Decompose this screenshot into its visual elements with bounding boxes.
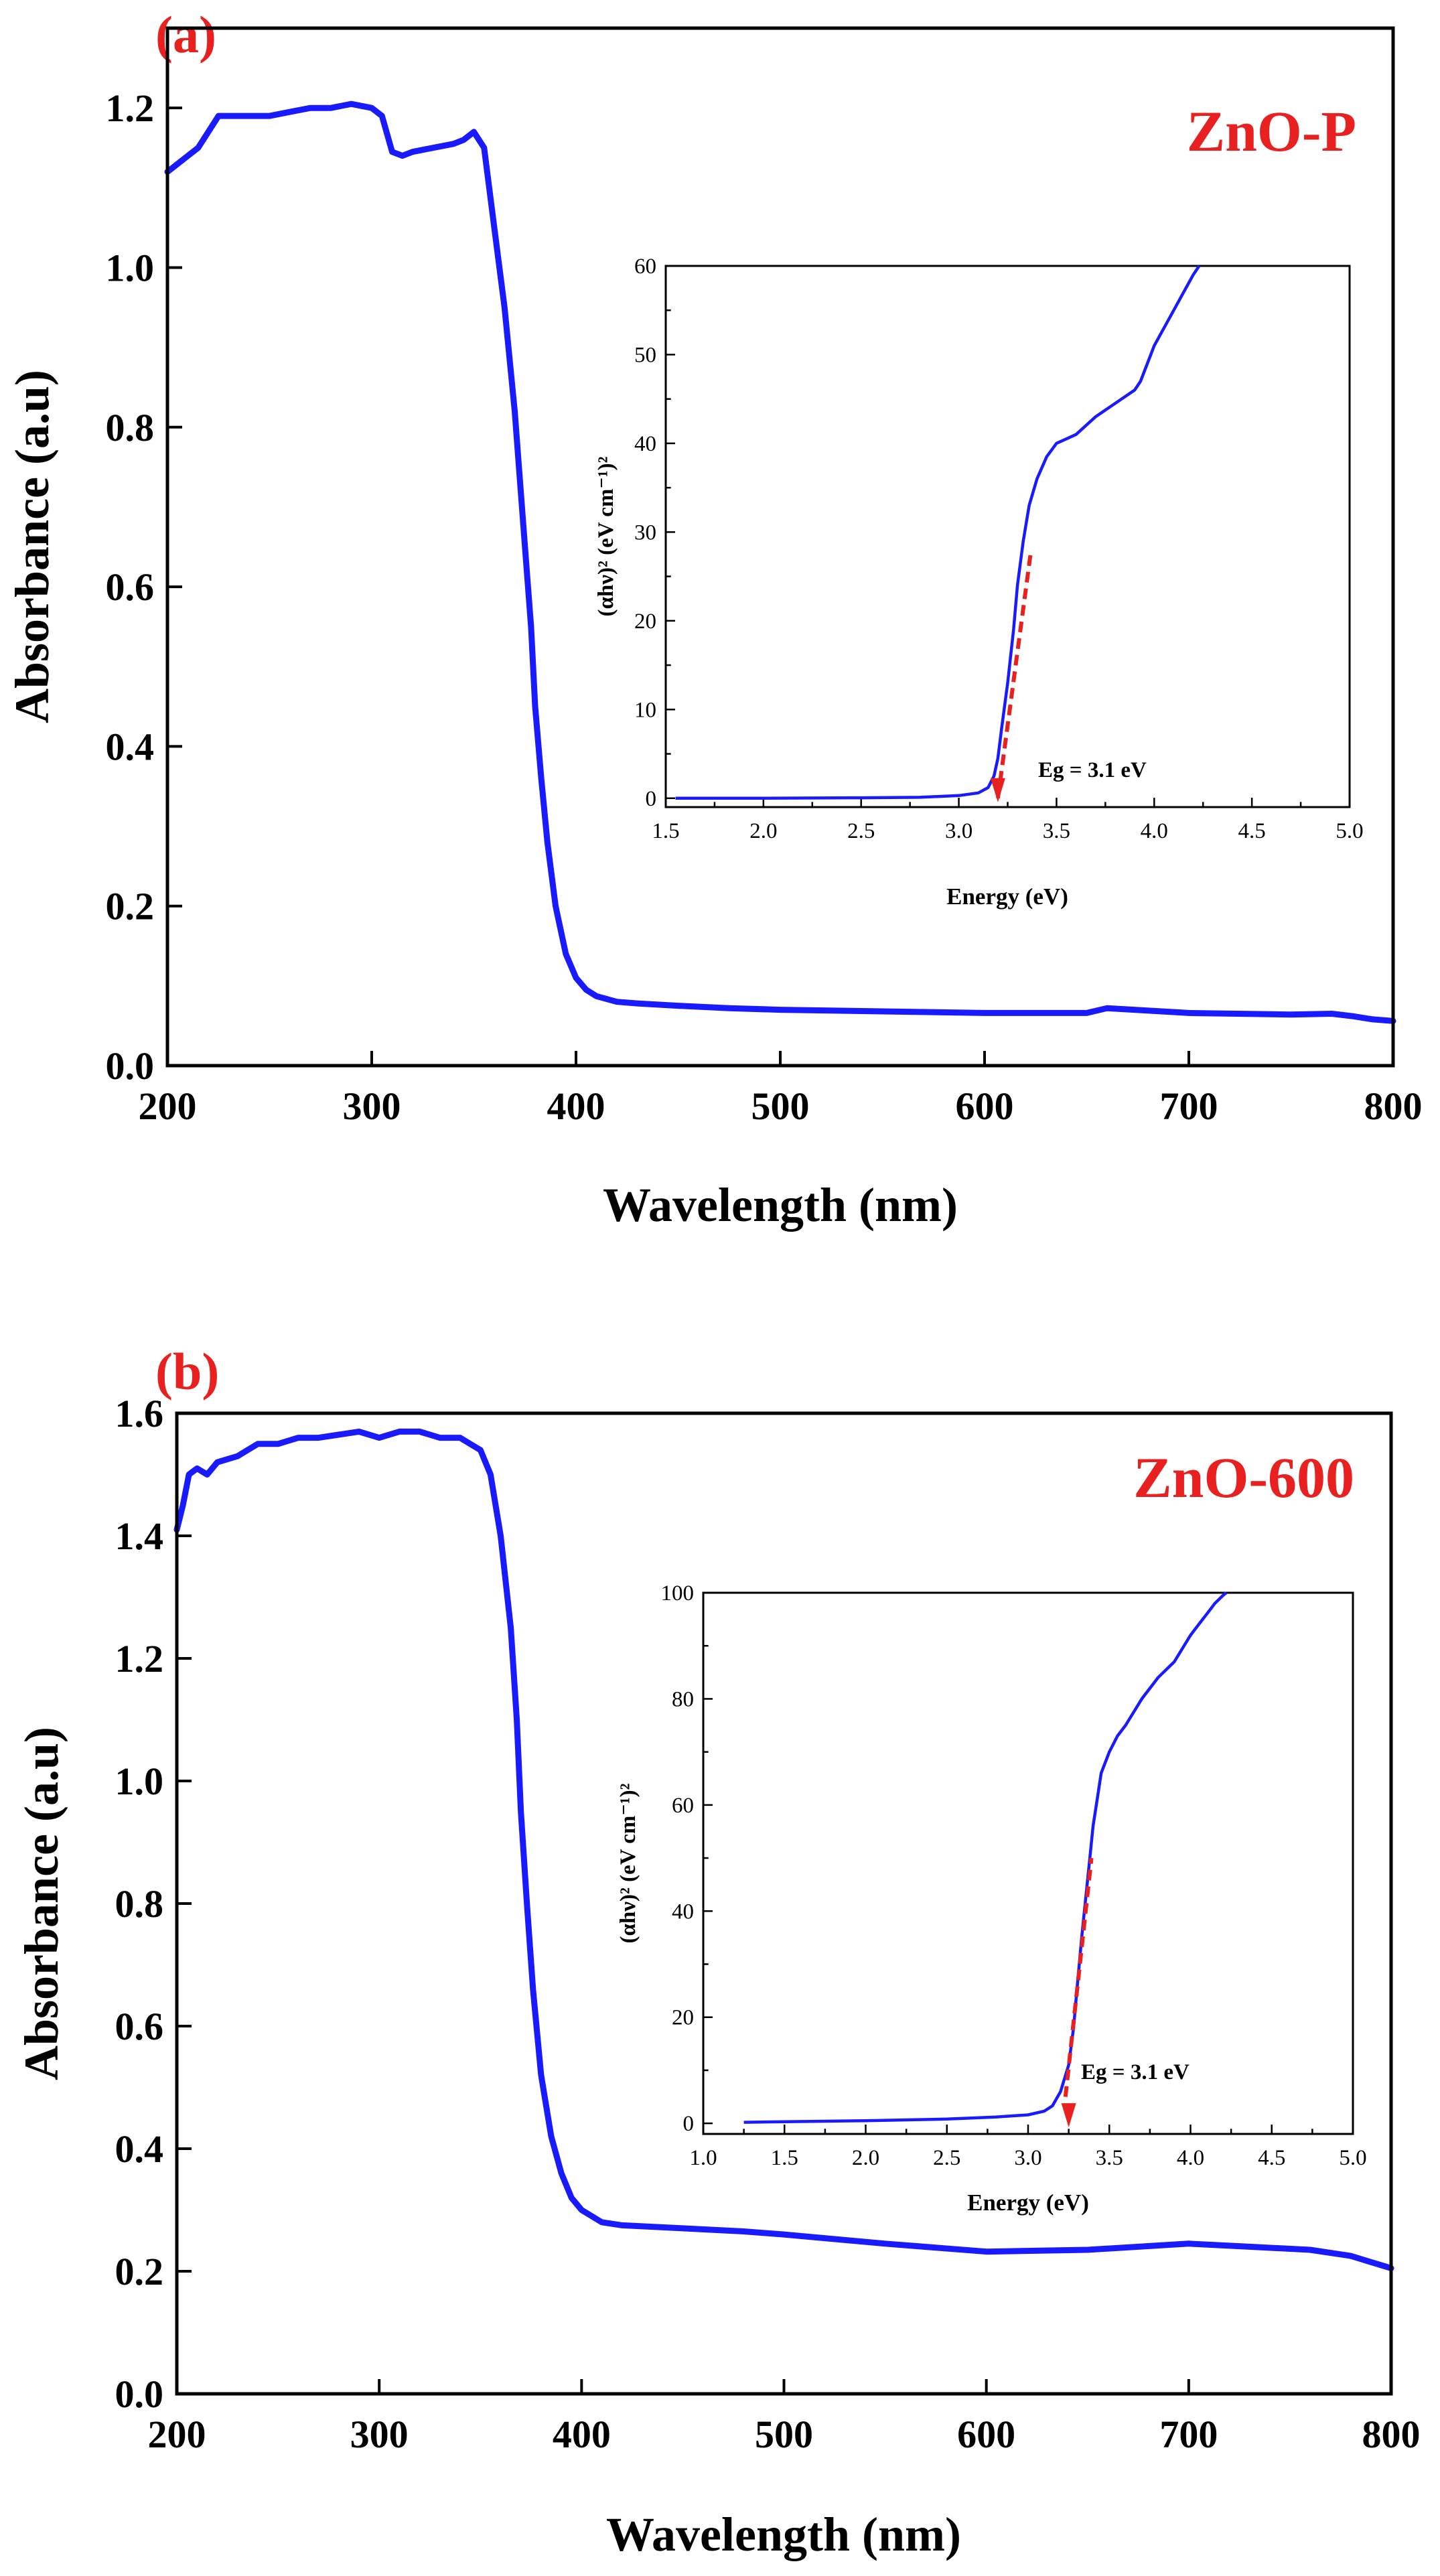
inset-a-x-tick-label: 1.5 [652, 819, 679, 843]
inset-a-band-gap-arrow [990, 778, 1005, 802]
main-b-x-tick-label: 600 [957, 2413, 1015, 2456]
main-a-y-tick-label: 1.2 [106, 86, 155, 130]
inset-b-x-tick-label: 2.5 [933, 2146, 960, 2170]
inset-b-x-tick-label: 3.5 [1096, 2146, 1123, 2170]
inset-a-y-tick-label: 30 [634, 520, 656, 545]
inset-a-tauc-curve [675, 265, 1201, 800]
panel-b: (b) ZnO-600 200 300 400 500 600 700 8000.00.20… [15, 1342, 1421, 2561]
inset-b-tick-label-group: 1.0 1.5 2.0 2.5 3.0 3.5 4.0 4.5 5.0 0 20 40 60 80 100 [661, 1581, 1367, 2170]
main-a-tick-label-group: 200 300 400 500 600 700 8000.00.20.40.60.81.01… [106, 86, 1423, 1128]
inset-b-y-axis-title: (αhν)² (eV cm⁻¹)² [616, 1783, 640, 1943]
inset-b-y-tick-label: 100 [661, 1581, 695, 1605]
main-a-x-tick-label: 300 [343, 1084, 401, 1128]
main-b-x-tick-label: 300 [350, 2413, 409, 2456]
inset-b-y-tick-label: 60 [672, 1794, 694, 1818]
main-a-x-tick-label: 700 [1160, 1084, 1218, 1128]
inset-b-y-tick-label: 20 [672, 2006, 694, 2030]
panel-a: (a) ZnO-P 200 300 400 500 600 700 8000.00.20.4… [5, 5, 1423, 1232]
inset-b-fit-line [1063, 1857, 1094, 2097]
main-a-x-tick-label: 800 [1364, 1084, 1423, 1128]
inset-a-x-tick-label: 4.5 [1238, 819, 1266, 843]
inset-a-x-tick-label: 3.0 [945, 819, 973, 843]
inset-a-tick-label-group: 1.5 2.0 2.5 3.0 3.5 4.0 4.5 5.0 0 10 20 30 40 50 60 [634, 255, 1364, 843]
main-b-x-tick-label: 400 [553, 2413, 611, 2456]
inset-a-y-tick-label: 60 [634, 255, 656, 279]
inset-b-x-tick-label: 1.5 [771, 2146, 798, 2170]
main-a-x-tick-label: 500 [751, 1084, 810, 1128]
main-b-y-tick-label: 0.4 [115, 2127, 164, 2171]
inset-b-x-tick-label: 4.5 [1258, 2146, 1285, 2170]
inset-a-fit-line [995, 549, 1033, 799]
main-a-x-tick-label: 600 [956, 1084, 1014, 1128]
inset-a-x-tick-label: 3.5 [1043, 819, 1070, 843]
inset-a-x-tick-label: 4.0 [1141, 819, 1168, 843]
main-b-x-tick-label: 700 [1159, 2413, 1218, 2456]
inset-b-x-tick-label: 2.0 [852, 2146, 879, 2170]
inset-a-x-axis-title: Energy (eV) [946, 883, 1068, 910]
inset-a-y-axis-title: (αhν)² (eV cm⁻¹)² [594, 456, 618, 616]
main-a-absorbance-curve [164, 100, 1396, 1024]
inset-a-x-tick-label: 2.5 [847, 819, 875, 843]
inset-a-y-tick-label: 50 [634, 343, 656, 367]
main-a-y-tick-label: 0.6 [106, 565, 155, 609]
inset-a-x-tick-label: 2.0 [749, 819, 777, 843]
inset-b-x-axis-title: Energy (eV) [967, 2190, 1089, 2216]
main-a-tick-group [166, 106, 1394, 1067]
inset-a-x-tick-label: 5.0 [1336, 819, 1363, 843]
inset-b-plot-frame [702, 1591, 1354, 2135]
main-a-y-tick-label: 1.0 [106, 246, 155, 289]
main-a-y-tick-label: 0.8 [106, 406, 155, 449]
panel-label-b: (b) [155, 1342, 219, 1401]
inset-b-band-gap-arrow [1061, 2103, 1076, 2128]
main-b-y-tick-label: 1.0 [115, 1760, 164, 1803]
inset-a-y-tick-label: 0 [646, 787, 657, 811]
main-b-y-tick-label: 1.4 [115, 1514, 164, 1558]
inset-b: 1.0 1.5 2.0 2.5 3.0 3.5 4.0 4.5 5.0020406080100 … [616, 1581, 1367, 2216]
main-b-y-tick-label: 0.0 [115, 2372, 164, 2416]
inset-b-y-tick-label: 80 [672, 1687, 694, 1711]
inset-a-y-tick-label: 10 [634, 698, 656, 722]
main-a-x-tick-label: 400 [547, 1084, 605, 1128]
inset-b-tick-group [702, 1591, 1354, 2134]
inset-b-tauc-curve [743, 1591, 1228, 2124]
inset-a-y-tick-label: 20 [634, 610, 656, 634]
main-b-x-tick-label: 200 [148, 2413, 206, 2456]
main-a-y-tick-label: 0.2 [106, 885, 155, 928]
main-b-y-tick-label: 0.8 [115, 1882, 164, 1926]
inset-b-x-tick-label: 1.0 [689, 2146, 717, 2170]
inset-b-x-tick-label: 3.0 [1014, 2146, 1041, 2170]
inset-a-tick-group [664, 265, 1351, 807]
main-a-plot-frame [165, 26, 1395, 1068]
inset-a-y-tick-label: 40 [634, 432, 656, 456]
main-b-x-tick-label: 500 [755, 2413, 813, 2456]
inset-b-y-tick-label: 40 [672, 1900, 694, 1924]
sample-label-a: ZnO-P [1187, 99, 1356, 163]
main-b-y-axis-title: Absorbance (a.u) [15, 1727, 68, 2080]
inset-a: 1.5 2.0 2.5 3.0 3.5 4.0 4.5 5.0 0 10 20 30 40 50 60 Eg… [594, 255, 1364, 910]
main-b-tick-label-group: 200 300 400 500 600 700 8000.00.20.40.60.81.01… [115, 1392, 1421, 2456]
main-b-y-tick-label: 1.6 [115, 1392, 164, 1435]
main-a-y-tick-label: 0.4 [106, 725, 155, 768]
main-b-y-tick-label: 0.6 [115, 2005, 164, 2048]
inset-b-band-gap-annotation: Eg = 3.1 eV [1081, 2060, 1190, 2084]
inset-a-band-gap-annotation: Eg = 3.1 eV [1038, 758, 1147, 782]
inset-a-plot-frame [664, 265, 1351, 808]
inset-b-x-tick-label: 5.0 [1339, 2146, 1366, 2170]
main-b-x-tick-label: 800 [1362, 2413, 1421, 2456]
sample-label-b: ZnO-600 [1133, 1445, 1354, 1510]
panel-label-a: (a) [155, 5, 216, 64]
main-b-y-tick-label: 1.2 [115, 1637, 164, 1680]
main-b-y-tick-label: 0.2 [115, 2250, 164, 2293]
main-a-x-tick-label: 200 [139, 1084, 197, 1128]
main-a-y-tick-label: 0.0 [106, 1044, 155, 1088]
inset-b-x-tick-label: 4.0 [1177, 2146, 1204, 2170]
main-b-plot-frame [175, 1411, 1393, 2396]
main-a-x-axis-title: Wavelength (nm) [603, 1178, 958, 1232]
inset-b-y-tick-label: 0 [683, 2112, 695, 2136]
main-b-x-axis-title: Wavelength (nm) [606, 2508, 961, 2561]
main-b-absorbance-curve [173, 1428, 1394, 2271]
main-a-y-axis-title: Absorbance (a.u) [5, 370, 59, 723]
